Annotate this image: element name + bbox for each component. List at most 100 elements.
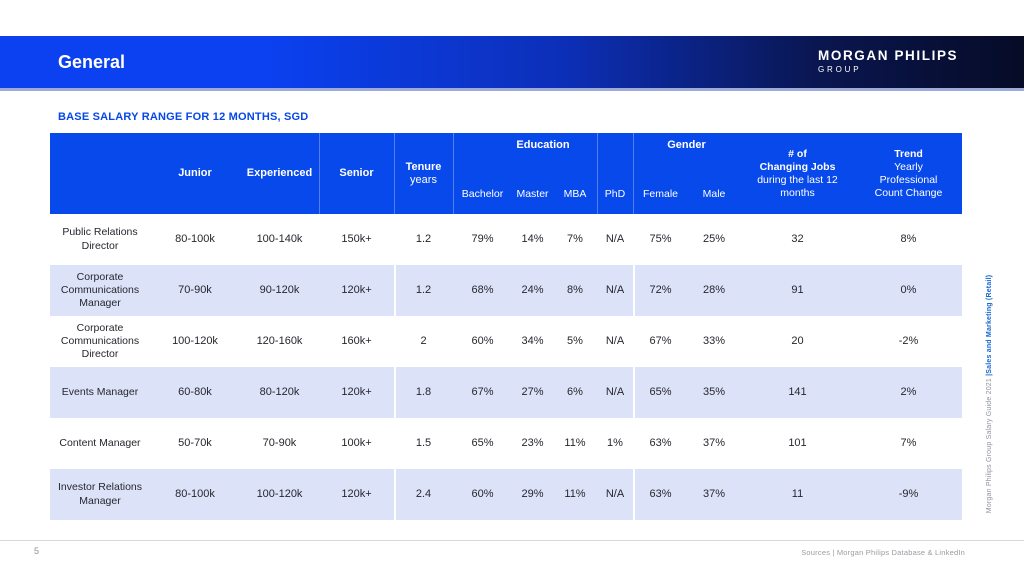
table-cell: 6%	[567, 385, 583, 398]
table-cell: -9%	[898, 487, 919, 500]
table-row: Investor Relations Manager 80-100k 100-1…	[50, 469, 962, 520]
table-header: Education Gender Junior Experienced Seni…	[50, 133, 962, 214]
table-cell: 11%	[564, 436, 586, 449]
table-cell: 91	[791, 283, 804, 296]
table-cell: 35%	[702, 385, 726, 398]
header-divider	[453, 133, 454, 214]
table-cell: 120k+	[341, 487, 372, 500]
salary-table: Education Gender Junior Experienced Seni…	[50, 133, 962, 520]
table-row: Corporate Communications Manager 70-90k …	[50, 265, 962, 316]
footer-divider	[0, 540, 1024, 541]
column-header-senior: Senior	[339, 167, 374, 179]
table-cell: 160k+	[341, 334, 372, 347]
column-header-changing-jobs: # of Changing Jobs during the last 12 mo…	[740, 133, 855, 214]
header-bar: General MORGAN PHILIPS GROUP	[0, 36, 1024, 88]
row-label-cell: Events Manager	[61, 385, 139, 398]
changing-jobs-line1: # of	[788, 147, 807, 160]
table-cell: 70-90k	[262, 436, 297, 449]
logo-group: GROUP	[818, 65, 862, 74]
table-cell: N/A	[605, 385, 625, 398]
table-cell: N/A	[605, 334, 625, 347]
header-divider	[597, 133, 598, 214]
table-cell: N/A	[605, 487, 625, 500]
column-header-tenure: Tenure years	[394, 133, 453, 214]
table-cell: 8%	[567, 283, 583, 296]
table-cell: 34%	[521, 334, 544, 347]
table-cell: 2%	[900, 385, 917, 398]
table-cell: 1.2	[415, 232, 432, 245]
column-header-master: Master	[516, 188, 549, 200]
row-label-cell: Corporate Communications Director	[60, 321, 140, 361]
table-cell: 50-70k	[178, 436, 212, 449]
header-divider	[319, 133, 320, 214]
table-cell: 120k+	[341, 385, 372, 398]
table-cell: 27%	[521, 385, 544, 398]
table-cell: 20	[791, 334, 804, 347]
table-cell: 1.5	[415, 436, 432, 449]
table-cell: 1%	[607, 436, 623, 449]
side-caption-guide: Morgan Philips Group Salary Guide 2021	[986, 375, 993, 514]
column-header-male: Male	[702, 188, 726, 200]
table-cell: 80-100k	[175, 232, 215, 245]
table-cell: 0%	[900, 283, 917, 296]
table-cell: 2.4	[415, 487, 432, 500]
group-header-education: Education	[516, 139, 570, 151]
table-cell: 79%	[471, 232, 494, 245]
table-cell: 63%	[649, 436, 672, 449]
page-title: General	[58, 51, 126, 72]
column-header-female: Female	[642, 188, 678, 200]
side-caption: Morgan Philips Group Salary Guide 2021 |…	[986, 268, 998, 520]
table-cell: 80-100k	[175, 487, 215, 500]
table-cell: 8%	[900, 232, 917, 245]
table-cell: 1.2	[415, 283, 432, 296]
table-cell: 67%	[649, 334, 672, 347]
sources-note: Sources | Morgan Philips Database & Link…	[801, 548, 965, 557]
table-cell: 37%	[702, 487, 726, 500]
table-row: Events Manager 60-80k 80-120k 120k+ 1.8 …	[50, 367, 962, 418]
page-number: 5	[34, 546, 40, 556]
table-cell: 24%	[521, 283, 544, 296]
table-cell: 101	[788, 436, 807, 449]
table-cell: 141	[788, 385, 807, 398]
row-label-cell: Corporate Communications Manager	[60, 270, 140, 310]
table-cell: 75%	[649, 232, 672, 245]
table-cell: 80-120k	[259, 385, 300, 398]
trend-line1: Trend	[894, 147, 923, 160]
side-caption-section: |Sales and Marketing (Retail)	[986, 274, 993, 376]
table-row: Content Manager 50-70k 70-90k 100k+ 1.5 …	[50, 418, 962, 469]
trend-line4: Count Change	[874, 186, 943, 199]
table-cell: 100-140k	[256, 232, 303, 245]
table-cell: 28%	[702, 283, 726, 296]
header-underline	[0, 88, 1024, 91]
table-cell: 120k+	[341, 283, 372, 296]
table-cell: 100-120k	[256, 487, 303, 500]
table-cell: 63%	[649, 487, 672, 500]
row-label-cell: Content Manager	[59, 436, 141, 449]
table-cell: 72%	[649, 283, 672, 296]
table-cell: 23%	[521, 436, 544, 449]
table-cell: 33%	[702, 334, 726, 347]
table-cell: 90-120k	[259, 283, 300, 296]
table-cell: 14%	[521, 232, 544, 245]
trend-line2: Yearly	[894, 160, 923, 173]
table-cell: 1.8	[415, 385, 432, 398]
table-cell: 65%	[471, 436, 494, 449]
logo-name: MORGAN PHILIPS	[818, 48, 959, 63]
table-cell: 11%	[564, 487, 586, 500]
table-cell: N/A	[605, 283, 625, 296]
table-cell: 65%	[649, 385, 672, 398]
table-cell: 37%	[702, 436, 726, 449]
changing-jobs-line3: during the last 12 months	[757, 173, 838, 199]
table-row: Corporate Communications Director 100-12…	[50, 316, 962, 367]
table-cell: 11	[791, 487, 804, 500]
table-cell: -2%	[898, 334, 919, 347]
column-header-trend: Trend Yearly Professional Count Change	[855, 133, 962, 214]
table-cell: 32	[791, 232, 804, 245]
table-row: Public Relations Director 80-100k 100-14…	[50, 214, 962, 265]
header-divider	[633, 133, 634, 214]
table-cell: 60-80k	[178, 385, 212, 398]
trend-line3: Professional	[879, 173, 938, 186]
table-cell: 29%	[521, 487, 544, 500]
brand-logo: MORGAN PHILIPS GROUP	[818, 48, 958, 74]
